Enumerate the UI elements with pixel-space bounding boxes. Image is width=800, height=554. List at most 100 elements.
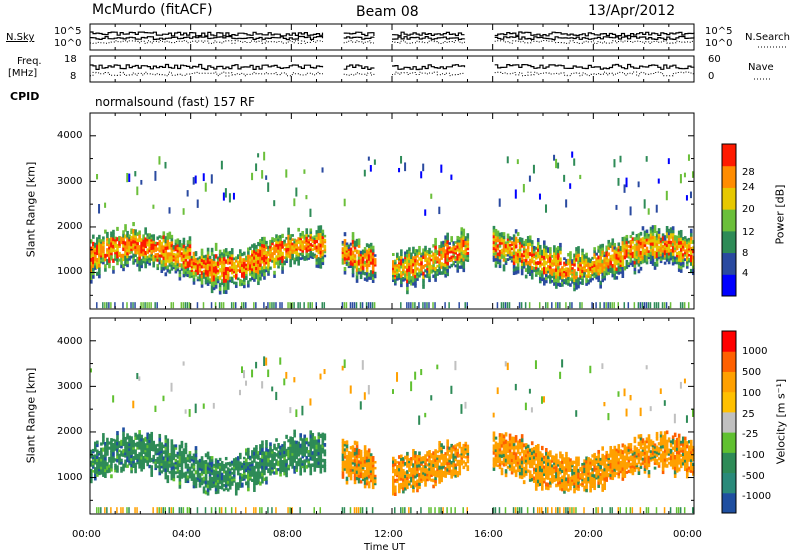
heatmap-cell: [555, 284, 558, 289]
heatmap-cell: [609, 262, 613, 266]
heatmap-cell: [466, 244, 470, 248]
heatmap-cell: [538, 260, 542, 265]
heatmap-cell: [319, 458, 323, 463]
heatmap-cell: [355, 278, 359, 283]
heatmap-cell: [526, 264, 530, 268]
heatmap-cell: [369, 251, 373, 256]
heatmap-cell: [269, 460, 272, 464]
heatmap-cell: [234, 264, 238, 269]
heatmap-cell: [303, 247, 307, 251]
heatmap-cell: [575, 257, 578, 262]
heatmap-cell: [299, 232, 302, 236]
heatmap-cell: [512, 241, 516, 245]
heatmap-cell: [192, 177, 195, 185]
heatmap-cell: [313, 255, 317, 259]
heatmap-cell: [202, 479, 206, 484]
heatmap-cell: [289, 438, 292, 442]
heatmap-cell: [283, 444, 286, 448]
heatmap-cell: [271, 242, 274, 246]
heatmap-cell: [355, 466, 359, 471]
heatmap-cell: [436, 470, 439, 474]
heatmap-cell: [456, 238, 460, 243]
heatmap-cell: [434, 461, 437, 465]
heatmap-cell: [398, 455, 401, 459]
heatmap-cell: [591, 256, 594, 260]
heatmap-cell: [222, 274, 226, 280]
heatmap-cell: [408, 274, 411, 278]
heatmap-cell: [665, 228, 669, 233]
heatmap-cell: [494, 443, 498, 448]
heatmap-cell: [114, 463, 117, 467]
heatmap-cell: [315, 458, 319, 461]
heatmap-cell: [216, 473, 220, 478]
heatmap-cell: [140, 437, 143, 442]
heatmap-cell: [196, 474, 200, 478]
heatmap-cell: [277, 243, 280, 247]
heatmap-cell: [438, 507, 440, 514]
heatmap-cell: [643, 251, 647, 255]
heatmap-cell: [255, 257, 258, 261]
heatmap-cell: [536, 267, 540, 272]
heatmap-cell: [591, 269, 594, 273]
heatmap-cell: [343, 266, 347, 272]
heatmap-cell: [665, 258, 669, 262]
heatmap-cell: [114, 469, 117, 473]
heatmap-cell: [673, 258, 677, 262]
heatmap-cell: [551, 268, 554, 272]
heatmap-cell: [192, 484, 196, 489]
heatmap-cell: [589, 258, 592, 262]
heatmap-cell: [585, 255, 588, 259]
heatmap-cell: [577, 256, 580, 261]
heatmap-cell: [154, 170, 157, 181]
heatmap-cell: [259, 474, 262, 479]
heatmap-cell: [347, 265, 351, 269]
heatmap-cell: [255, 477, 258, 482]
heatmap-cell: [168, 455, 172, 458]
heatmap-cell: [196, 507, 199, 514]
heatmap-cell: [236, 254, 240, 258]
heatmap-cell: [108, 262, 111, 266]
heatmap-cell: [188, 258, 192, 264]
heatmap-cell: [251, 478, 254, 482]
heatmap-cell: [406, 461, 409, 465]
heatmap-cell: [597, 249, 600, 253]
heatmap-cell: [214, 478, 218, 483]
heatmap-cell: [315, 448, 319, 452]
heatmap-cell: [106, 302, 108, 309]
heatmap-cell: [245, 277, 248, 281]
heatmap-cell: [208, 280, 212, 284]
heatmap-cell: [639, 241, 643, 246]
heatmap-cell: [466, 452, 470, 456]
heatmap-cell: [363, 169, 366, 177]
heatmap-cell: [136, 263, 139, 267]
heatmap-cell: [112, 237, 115, 242]
heatmap-cell: [313, 247, 317, 251]
heatmap-cell: [208, 487, 212, 491]
heatmap-cell: [112, 443, 115, 446]
heatmap-cell: [204, 259, 208, 263]
heatmap-cell: [466, 235, 470, 239]
heatmap-cell: [559, 268, 562, 273]
heatmap-cell: [679, 254, 683, 259]
heatmap-cell: [577, 260, 580, 265]
heatmap-cell: [275, 258, 278, 262]
heatmap-cell: [218, 275, 222, 280]
heatmap-cell: [549, 256, 552, 260]
heatmap-cell: [150, 431, 154, 437]
heatmap-cell: [200, 255, 204, 259]
heatmap-cell: [347, 252, 351, 255]
heatmap-cell: [261, 479, 264, 484]
heatmap-cell: [458, 255, 462, 259]
heatmap-cell: [373, 478, 377, 482]
heatmap-cell: [363, 455, 367, 460]
heatmap-cell: [627, 251, 631, 255]
heatmap-cell: [651, 248, 655, 253]
heatmap-cell: [369, 245, 373, 250]
heatmap-cell: [309, 398, 312, 406]
heatmap-cell: [232, 281, 236, 285]
heatmap-cell: [432, 466, 435, 471]
trace-line: [90, 35, 695, 41]
heatmap-cell: [408, 259, 411, 263]
heatmap-cell: [200, 261, 204, 266]
heatmap-cell: [442, 240, 445, 245]
